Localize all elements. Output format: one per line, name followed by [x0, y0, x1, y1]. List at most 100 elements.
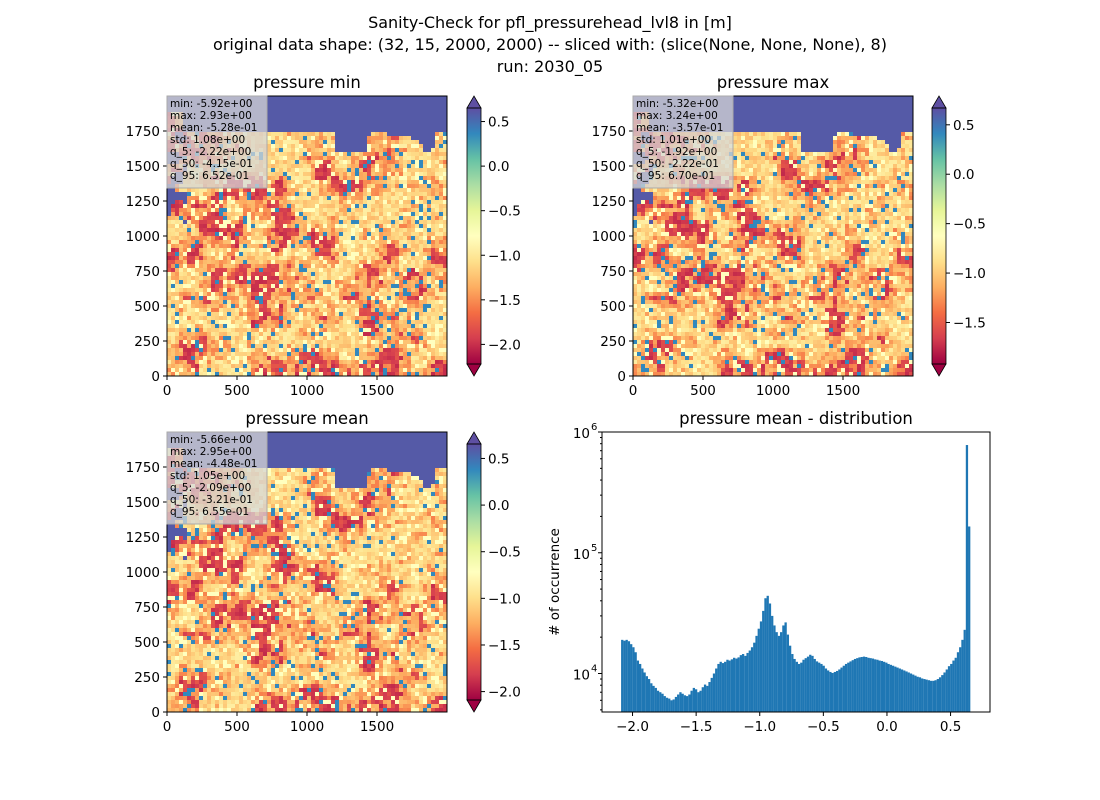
map-cell	[371, 288, 375, 292]
map-cell	[419, 188, 423, 192]
map-cell	[303, 208, 307, 212]
map-cell	[327, 372, 331, 376]
map-cell	[271, 264, 275, 268]
map-cell	[355, 248, 359, 252]
map-cell	[351, 172, 355, 176]
map-cell	[311, 204, 315, 208]
map-cell	[295, 348, 299, 352]
map-cell	[411, 228, 415, 232]
map-cell	[299, 308, 303, 312]
map-cell	[379, 240, 383, 244]
map-cell	[351, 96, 355, 100]
map-cell	[211, 204, 215, 208]
map-cell	[427, 304, 431, 308]
map-cell	[235, 224, 239, 228]
map-cell	[387, 312, 391, 316]
map-cell	[235, 264, 239, 268]
map-cell	[319, 220, 323, 224]
map-cell	[339, 128, 343, 132]
map-cell	[375, 372, 379, 376]
map-cell	[339, 292, 343, 296]
map-cell	[167, 360, 171, 364]
map-cell	[339, 296, 343, 300]
map-cell	[195, 320, 199, 324]
map-cell	[339, 348, 343, 352]
map-cell	[339, 340, 343, 344]
map-cell	[411, 148, 415, 152]
map-cell	[179, 344, 183, 348]
map-cell	[303, 164, 307, 168]
map-cell	[171, 236, 175, 240]
map-cell	[391, 332, 395, 336]
map-cell	[299, 356, 303, 360]
map-cell	[299, 152, 303, 156]
map-cell	[367, 372, 371, 376]
map-cell	[215, 232, 219, 236]
map-cell	[443, 248, 447, 252]
map-cell	[439, 360, 443, 364]
map-cell	[403, 100, 407, 104]
map-cell	[339, 96, 343, 100]
map-cell	[439, 100, 443, 104]
map-cell	[407, 364, 411, 368]
map-cell	[419, 144, 423, 148]
map-cell	[283, 328, 287, 332]
map-cell	[363, 364, 367, 368]
map-cell	[443, 116, 447, 120]
map-cell	[423, 336, 427, 340]
map-cell	[307, 112, 311, 116]
map-cell	[199, 264, 203, 268]
map-cell	[343, 340, 347, 344]
map-cell	[227, 260, 231, 264]
map-cell	[367, 228, 371, 232]
map-cell	[199, 360, 203, 364]
map-cell	[327, 284, 331, 288]
map-cell	[227, 188, 231, 192]
map-cell	[315, 236, 319, 240]
map-cell	[391, 300, 395, 304]
map-cell	[295, 200, 299, 204]
map-cell	[387, 300, 391, 304]
map-cell	[435, 156, 439, 160]
map-cell	[355, 260, 359, 264]
map-cell	[315, 116, 319, 120]
map-cell	[175, 228, 179, 232]
map-cell	[439, 132, 443, 136]
map-cell	[395, 240, 399, 244]
map-cell	[203, 304, 207, 308]
map-cell	[327, 120, 331, 124]
map-cell	[443, 288, 447, 292]
map-cell	[247, 264, 251, 268]
map-cell	[179, 336, 183, 340]
map-cell	[279, 144, 283, 148]
map-cell	[211, 292, 215, 296]
map-cell	[387, 368, 391, 372]
map-cell	[355, 296, 359, 300]
map-cell	[307, 280, 311, 284]
map-cell	[255, 232, 259, 236]
map-cell	[367, 292, 371, 296]
map-cell	[207, 340, 211, 344]
map-cell	[279, 268, 283, 272]
map-cell	[319, 172, 323, 176]
map-cell	[367, 196, 371, 200]
map-cell	[291, 340, 295, 344]
map-cell	[315, 140, 319, 144]
map-cell	[367, 356, 371, 360]
map-cell	[171, 240, 175, 244]
map-cell	[295, 168, 299, 172]
map-cell	[295, 260, 299, 264]
map-cell	[443, 312, 447, 316]
map-cell	[243, 352, 247, 356]
map-cell	[395, 152, 399, 156]
map-cell	[363, 344, 367, 348]
map-cell	[295, 148, 299, 152]
map-cell	[315, 112, 319, 116]
y-tick-label: 0	[151, 369, 160, 385]
map-cell	[383, 316, 387, 320]
map-cell	[295, 244, 299, 248]
map-cell	[359, 200, 363, 204]
map-cell	[267, 144, 271, 148]
map-cell	[235, 332, 239, 336]
map-cell	[287, 200, 291, 204]
